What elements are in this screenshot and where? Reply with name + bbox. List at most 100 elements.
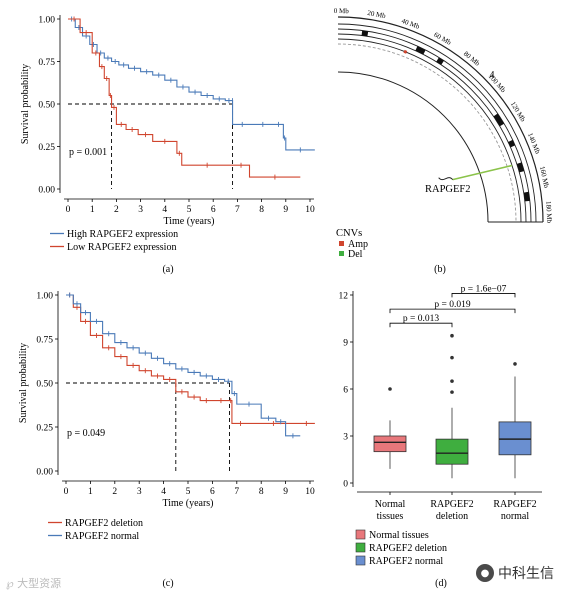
x-tick-label: 5 [186, 487, 191, 497]
comparison-bracket [389, 322, 453, 328]
rapgef2-link [452, 164, 513, 181]
ideogram-ring [337, 43, 517, 223]
y-tick-label: 0.50 [36, 380, 53, 390]
legend-label: Low RAPGEF2 expression [67, 242, 176, 253]
panel-label-c: (c) [162, 578, 173, 589]
x-tick-label: 3 [137, 487, 142, 497]
box [435, 438, 469, 465]
cytoband [508, 139, 516, 148]
amp-label: Amp [348, 239, 368, 250]
x-tick-label: 7 [235, 205, 240, 215]
legend-swatch [355, 529, 366, 540]
x-tick-label: RAPGEF2 [430, 499, 473, 510]
chromosome-label: 4 [490, 70, 495, 81]
x-tick-label: deletion [436, 511, 468, 522]
mb-tick-label: 20 Mb [367, 9, 387, 20]
x-tick-label: 9 [283, 205, 288, 215]
km-curve [68, 18, 315, 151]
legend-swatch [355, 555, 366, 566]
cytoband [516, 162, 525, 173]
legend-label: Normal tissues [369, 530, 429, 541]
x-tick-label: Normal [375, 499, 406, 510]
y-tick-label: 12 [339, 292, 349, 302]
ideogram-ring [337, 28, 532, 223]
outlier-point [513, 362, 517, 366]
cytoband [436, 57, 444, 65]
x-axis-title: Time (years) [162, 498, 213, 509]
ideogram-ring [337, 23, 537, 223]
panel-label-a: (a) [162, 264, 173, 275]
y-tick-label: 6 [343, 386, 348, 396]
comparison-pvalue: p = 0.019 [434, 300, 470, 310]
mb-tick-label: 60 Mb [433, 31, 453, 47]
km-curve [66, 294, 301, 437]
x-tick-label: 8 [259, 487, 264, 497]
outlier-point [388, 387, 392, 391]
outlier-point [450, 333, 454, 338]
ideogram-ring [337, 16, 544, 223]
x-tick-label: 9 [283, 487, 288, 497]
outlier-point [450, 390, 454, 394]
x-tick-label: 5 [187, 205, 192, 215]
amp-segment [403, 49, 408, 54]
x-tick-label: 6 [210, 487, 215, 497]
y-tick-label: 1.00 [38, 16, 55, 26]
y-tick-label: 0.75 [38, 58, 55, 68]
brand-name: 中科生信 [498, 566, 554, 582]
comparison-pvalue: p = 0.013 [403, 314, 439, 324]
p-value-label: p = 0.049 [67, 428, 105, 439]
box [498, 421, 532, 456]
outlier-point [450, 379, 454, 383]
x-tick-label: 10 [305, 205, 315, 215]
outlier-point [450, 355, 454, 360]
ideogram-ring [337, 33, 527, 223]
cytoband [523, 191, 530, 202]
cnv-legend-title: CNVs [336, 228, 362, 239]
watermark-text: ℘ 大型资源 [6, 577, 62, 590]
y-tick-label: 0.25 [36, 424, 53, 434]
cytoband [361, 30, 369, 37]
km-plot-c: 0.00 0.25 0.50 0.75 1.00 0 1 2 3 4 5 6 7 8 9 10 Time (ye… [18, 291, 315, 542]
y-tick-label: 0.25 [38, 143, 55, 153]
x-tick-label: 3 [138, 205, 143, 215]
comparison-bracket [451, 293, 516, 298]
gene-connector [438, 177, 454, 181]
x-tick-label: 1 [90, 205, 95, 215]
mb-tick-label: 40 Mb [400, 17, 421, 31]
p-value-label: p = 0.001 [69, 147, 107, 158]
comparison-bracket [389, 308, 516, 314]
del-label: Del [348, 249, 363, 260]
y-axis-title: Survival probability [18, 343, 29, 423]
legend-label: High RAPGEF2 expression [67, 229, 178, 240]
y-tick-label: 0 [343, 480, 348, 490]
x-tick-label: 7 [234, 487, 239, 497]
box [373, 435, 407, 453]
y-tick-label: 0.00 [36, 468, 53, 478]
legend-label: RAPGEF2 deletion [65, 518, 143, 529]
del-swatch [339, 251, 344, 256]
mb-tick-label: 0 Mb [334, 7, 350, 15]
chromosome-ideogram [337, 16, 544, 223]
mb-tick-label: 80 Mb [462, 50, 482, 68]
x-tick-label: 1 [88, 487, 93, 497]
brand-badge: ● 中科生信 [476, 563, 554, 583]
gene-label: RAPGEF2 [425, 184, 471, 195]
cytoband [415, 46, 426, 55]
x-tick-label: 2 [114, 205, 119, 215]
legend-swatch [355, 542, 366, 553]
ideogram-ring [337, 38, 522, 223]
y-axis-title: Survival probability [20, 64, 31, 144]
x-tick-label: 4 [162, 205, 167, 215]
x-tick-label: 2 [112, 487, 117, 497]
x-tick-label: 4 [161, 487, 166, 497]
x-axis-title: Time (years) [163, 216, 214, 227]
cytoband [493, 113, 505, 127]
km-plot-a: 0.00 0.25 0.50 0.75 1.00 0 1 2 3 4 5 6 7 8 9 10 Time (ye… [20, 15, 315, 253]
x-tick-label: 0 [64, 487, 69, 497]
y-tick-label: 0.75 [36, 336, 53, 346]
mb-tick-label: 180 Mb [544, 201, 553, 224]
amp-swatch [339, 241, 344, 246]
legend-label: RAPGEF2 normal [65, 531, 139, 542]
x-tick-label: 8 [259, 205, 264, 215]
